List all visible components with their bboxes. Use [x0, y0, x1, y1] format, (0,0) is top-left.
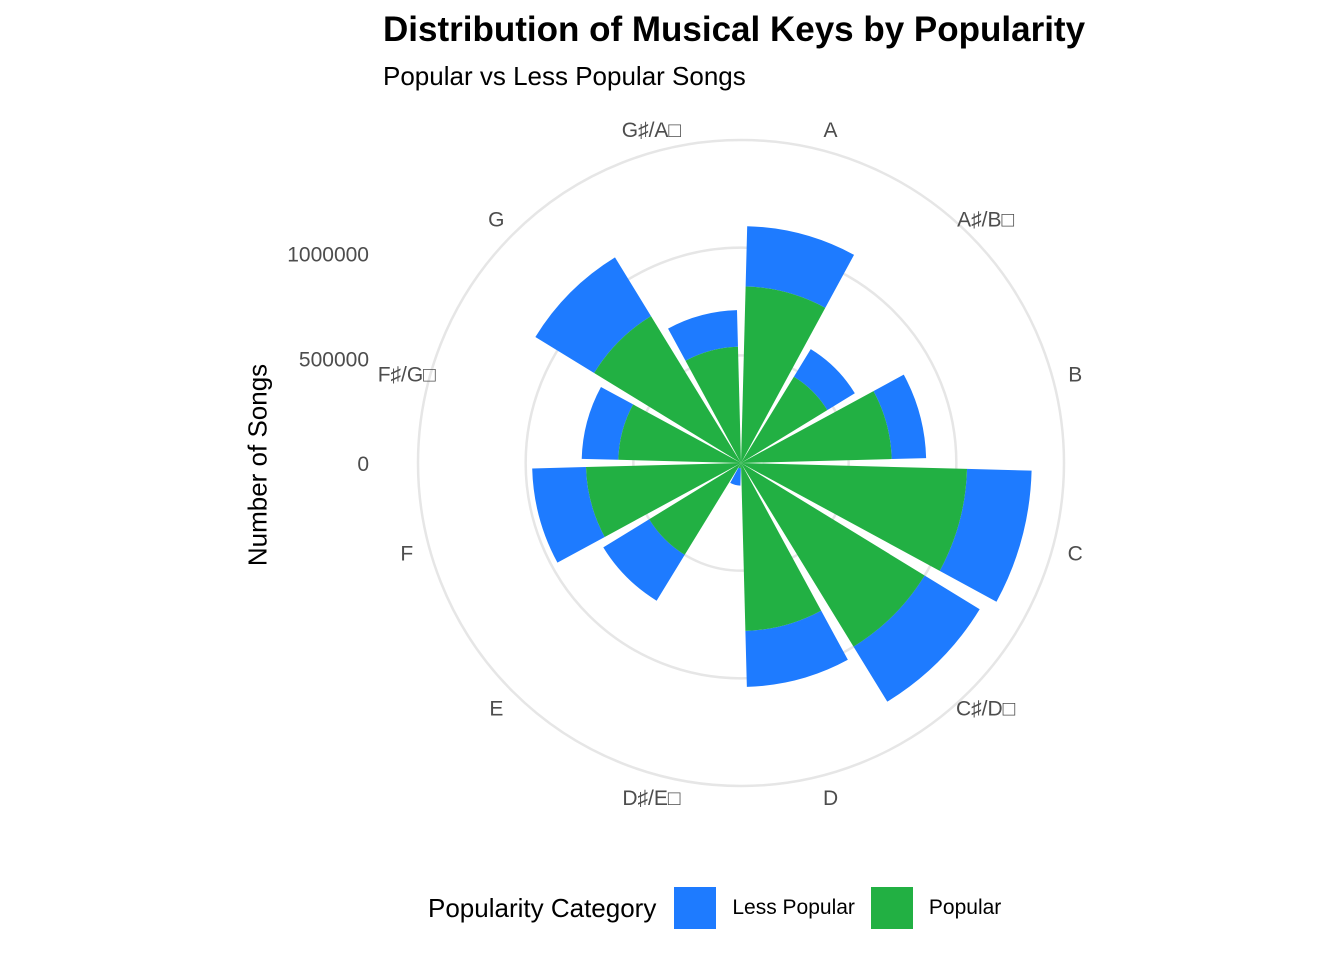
bar-popular: [594, 316, 741, 463]
bar-popular: [738, 463, 741, 469]
legend-swatch-popular: [870, 887, 913, 929]
bar-popular: [649, 463, 741, 555]
bar-less-popular: [730, 467, 741, 486]
category-label: A♯/B□: [957, 208, 1014, 231]
chart-title: Distribution of Musical Keys by Populari…: [383, 10, 1086, 49]
category-label: A: [824, 119, 838, 142]
category-label: G♯/A□: [622, 119, 682, 142]
bar-less-popular: [581, 386, 634, 460]
category-label: E: [489, 698, 503, 721]
y-tick-label: 1000000: [287, 244, 369, 267]
legend: Popularity Category Less Popular Popular: [428, 884, 1017, 932]
bar-less-popular: [745, 610, 848, 687]
grid-circle: [632, 354, 850, 572]
bar-less-popular: [939, 468, 1032, 602]
bar-popular: [741, 463, 968, 571]
bar-popular: [586, 463, 741, 537]
bar-less-popular: [853, 575, 980, 702]
category-label: G: [488, 208, 504, 231]
bar-popular: [685, 346, 741, 463]
bar-popular: [618, 404, 741, 463]
bar-popular: [741, 376, 828, 463]
labels-layer: 0 500000 1000000 A A♯/B□ B C C♯/D□ D D♯/E□ E F F♯/G□…: [287, 119, 1083, 810]
chart-subtitle: Popular vs Less Popular Songs: [383, 61, 746, 91]
bars-layer: [532, 226, 1032, 702]
category-label: B: [1068, 363, 1082, 386]
legend-item-popular: Popular: [870, 887, 1002, 929]
legend-item-less-popular: Less Popular: [674, 887, 855, 929]
bar-less-popular: [745, 226, 855, 308]
category-label: F: [400, 543, 413, 566]
category-label: D♯/E□: [622, 787, 681, 810]
legend-label-popular: Popular: [928, 896, 1002, 919]
category-label: C: [1068, 543, 1083, 566]
bar-popular: [741, 463, 822, 631]
category-label: F♯/G□: [378, 363, 436, 386]
legend-title: Popularity Category: [428, 892, 657, 923]
legend-swatch-less-popular: [674, 887, 717, 929]
bar-less-popular: [793, 349, 855, 411]
grid-circle: [416, 138, 1066, 788]
bar-popular: [741, 286, 826, 463]
bar-less-popular: [603, 519, 685, 601]
y-tick-label: 500000: [299, 348, 369, 371]
bar-popular: [741, 463, 925, 647]
bar-less-popular: [532, 467, 605, 563]
bar-less-popular: [535, 257, 651, 373]
bar-less-popular: [873, 374, 927, 460]
category-label: D: [823, 787, 838, 810]
y-tick-label: 0: [357, 453, 369, 476]
category-label: C♯/D□: [956, 698, 1016, 721]
grid-layer: [416, 138, 1066, 788]
legend-label-less-popular: Less Popular: [732, 896, 855, 919]
bar-popular: [741, 391, 892, 463]
bar-less-popular: [668, 310, 738, 361]
grid-circle: [524, 246, 958, 680]
